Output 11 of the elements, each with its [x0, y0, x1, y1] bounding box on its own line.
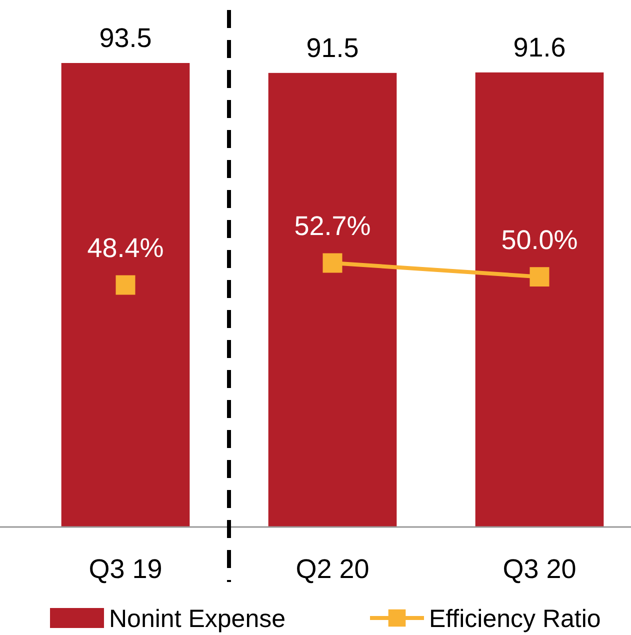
x-tick-label: Q3 19: [88, 554, 162, 584]
legend-label: Efficiency Ratio: [429, 605, 601, 633]
data-label: 50.0%: [501, 224, 578, 255]
x-tick-label: Q2 20: [296, 554, 370, 584]
legend-label: Nonint Expense: [109, 605, 286, 633]
x-tick-label: Q3 20: [502, 554, 576, 584]
data-label: 48.4%: [87, 233, 164, 263]
data-label: 91.6: [513, 32, 566, 62]
data-label: 52.7%: [294, 211, 371, 241]
data-label: 93.5: [99, 23, 152, 53]
data-label: 91.5: [306, 32, 359, 63]
